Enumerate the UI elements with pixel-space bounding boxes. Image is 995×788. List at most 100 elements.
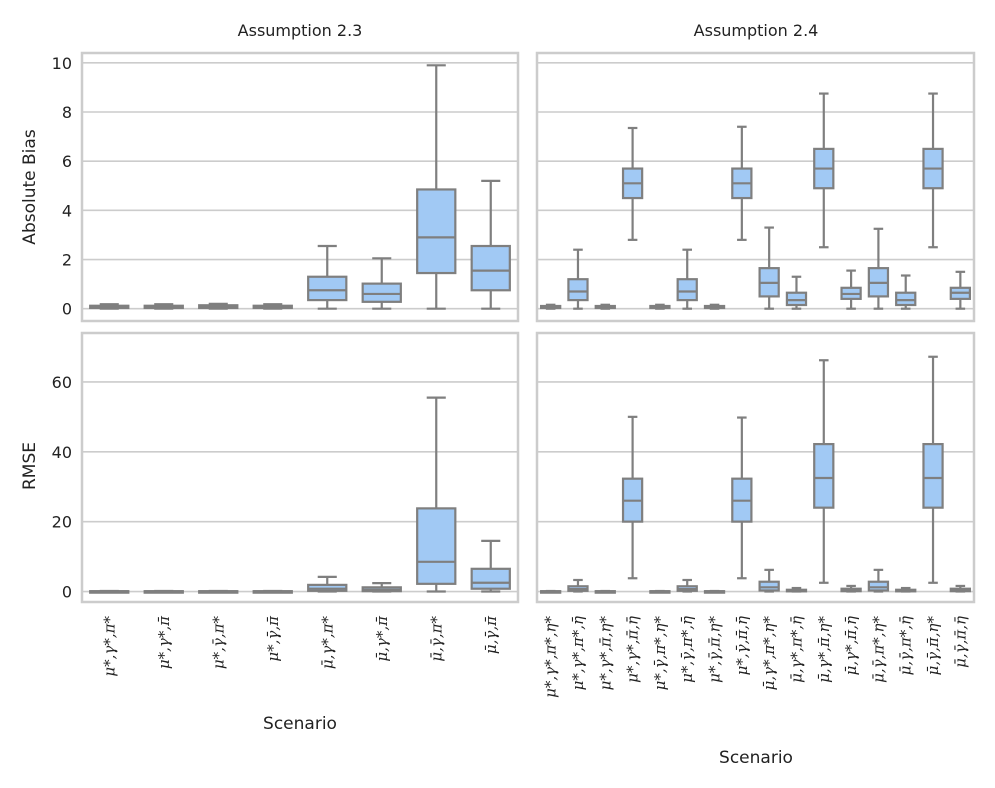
box-15 (922, 355, 944, 584)
x-tick-label: μ*,γ̄,π* (209, 616, 227, 670)
box-3 (594, 303, 616, 310)
x-tick-label: μ̄,γ*,π*,η̄ (787, 616, 805, 683)
box-7 (416, 396, 457, 593)
iqr-box (895, 291, 917, 307)
iqr-box (416, 507, 457, 585)
panel-frame (80, 331, 520, 604)
box-6 (676, 578, 698, 593)
x-tick-label: μ*,γ̄,π*,η̄ (678, 616, 696, 683)
x-tick-label: μ̄,γ*,π̄ (373, 615, 391, 662)
x-tick-label: μ*,γ̄,π̄,η* (706, 616, 724, 683)
box-14 (895, 274, 917, 310)
box-5 (307, 244, 348, 310)
box-13 (867, 568, 890, 593)
x-tick-label: μ*,γ*,π* (100, 616, 118, 677)
box-12 (840, 269, 862, 310)
x-tick-label: μ̄,γ̄,π̄,η* (924, 616, 942, 676)
y-tick-label: 0 (62, 583, 72, 602)
panel-frame (80, 51, 520, 323)
box-11 (813, 92, 835, 249)
box-6 (361, 582, 402, 593)
box-16 (949, 270, 972, 310)
x-tick-label: μ*,γ*,π̄,η̄ (624, 616, 642, 683)
box-1 (89, 589, 130, 594)
panel-assumption-2-4-rmse: μ*,γ*,π*,η* μ*,γ*,π*,η̄ μ*,γ*,π̄,η* μ*,γ*,π… (535, 331, 976, 698)
box-10 (785, 275, 808, 310)
panel-title-left: Assumption 2.3 (238, 21, 363, 40)
x-axis-label-left: Scenario (263, 714, 337, 734)
x-tick-label: μ̄,γ̄,π* (427, 616, 445, 662)
iqr-box (867, 580, 890, 592)
box-12 (840, 584, 862, 593)
iqr-box (470, 567, 511, 590)
box-5 (649, 303, 671, 310)
box-3 (198, 589, 239, 594)
iqr-box (922, 442, 944, 509)
iqr-box (785, 291, 808, 307)
x-tick-label: μ*,γ̄,π̄,η̄ (733, 616, 751, 675)
box-16 (949, 584, 972, 593)
x-tick-label: μ*,γ*,π̄ (155, 615, 173, 669)
box-15 (922, 92, 944, 249)
box-11 (813, 359, 835, 584)
panel-frame (535, 51, 976, 323)
iqr-box (416, 188, 457, 275)
box-2 (567, 578, 589, 593)
y-tick-label: 8 (62, 103, 72, 122)
box-9 (758, 568, 780, 593)
x-tick-label: μ*,γ̄,π̄ (264, 615, 282, 662)
y-tick-label: 6 (62, 152, 72, 171)
box-2 (143, 303, 184, 310)
box-7 (416, 64, 457, 310)
iqr-box (567, 278, 589, 302)
iqr-box (758, 580, 780, 592)
box-8 (470, 179, 511, 310)
box-1 (89, 303, 130, 310)
x-tick-label: μ̄,γ*,π̄,η̄ (842, 616, 860, 675)
box-6 (676, 248, 698, 310)
box-8 (731, 416, 753, 580)
box-8 (731, 125, 753, 241)
box-3 (594, 589, 616, 594)
box-4 (621, 415, 644, 580)
x-tick-label: μ̄,γ̄,π*,η̄ (897, 616, 915, 675)
iqr-box (813, 442, 835, 509)
x-tick-label: μ*,γ*,π̄,η* (596, 616, 614, 691)
box-7 (703, 589, 726, 594)
y-axis-label-rmse: RMSE (20, 442, 40, 490)
x-tick-label: μ̄,γ̄,π̄,η̄ (951, 616, 969, 668)
y-tick-label: 0 (62, 300, 72, 319)
box-4 (252, 303, 293, 310)
box-13 (867, 227, 890, 310)
x-tick-label: μ*,γ*,π*,η̄ (569, 616, 587, 690)
y-tick-label: 60 (52, 373, 72, 392)
y-tick-label: 10 (52, 54, 72, 73)
box-6 (361, 257, 402, 310)
y-tick-label: 20 (52, 513, 72, 532)
x-tick-label: μ̄,γ̄,π*,η* (869, 616, 887, 683)
box-9 (758, 226, 780, 310)
x-tick-label: μ̄,γ̄,π̄ (482, 615, 500, 654)
y-tick-label: 2 (62, 251, 72, 270)
box-5 (307, 575, 348, 593)
panel-assumption-2-4-absolute-bias (535, 51, 976, 323)
panel-assumption-2-3-rmse: 0 20 40 60 μ*,γ*,π* μ*,γ*,π̄ μ*,γ̄,π* μ*,γ̄,π̄ μ… (52, 331, 520, 677)
box-4 (252, 589, 293, 594)
x-tick-label: μ̄,γ*,π* (318, 616, 336, 670)
y-axis-label-absolute-bias: Absolute Bias (20, 129, 40, 245)
box-2 (143, 589, 184, 594)
x-tick-label: μ̄,γ*,π̄,η* (815, 616, 833, 683)
x-axis-label-right: Scenario (719, 748, 793, 768)
box-7 (703, 303, 726, 310)
y-tick-label: 4 (62, 201, 72, 220)
panel-title-right: Assumption 2.4 (694, 21, 819, 40)
iqr-box (307, 275, 348, 302)
box-14 (895, 586, 917, 593)
y-tick-label: 40 (52, 443, 72, 462)
box-10 (785, 586, 808, 593)
box-2 (567, 248, 589, 310)
box-4 (621, 126, 644, 241)
x-tick-label: μ*,γ*,π*,η* (542, 616, 560, 698)
iqr-box (361, 282, 402, 303)
